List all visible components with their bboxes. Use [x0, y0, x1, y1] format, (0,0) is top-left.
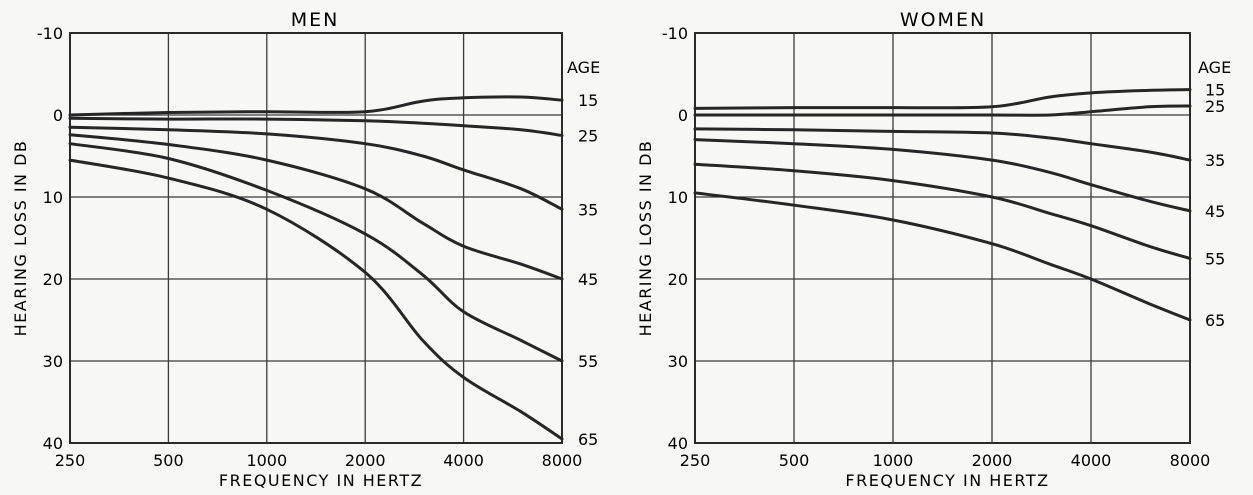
- y-tick-label: 40: [43, 434, 63, 453]
- series-line-age-15: [68, 95, 564, 117]
- age-label: 55: [578, 352, 598, 371]
- y-tick-label: 30: [43, 352, 63, 371]
- age-label: 25: [578, 127, 598, 146]
- x-tick-label: 4000: [443, 451, 484, 470]
- x-tick-label: 1000: [246, 451, 287, 470]
- x-tick-label: 500: [779, 451, 810, 470]
- y-tick-label: 20: [43, 270, 63, 289]
- x-tick-label: 2000: [972, 451, 1013, 470]
- x-tick-label: 250: [680, 451, 711, 470]
- y-axis-label: HEARING LOSS IN DB: [11, 140, 30, 337]
- age-label: 45: [1205, 202, 1225, 221]
- age-label: 35: [578, 200, 598, 219]
- x-tick-label: 250: [55, 451, 86, 470]
- y-tick-label: 10: [668, 188, 688, 207]
- y-tick-label: 0: [53, 106, 63, 125]
- age-label: 25: [1205, 97, 1225, 116]
- age-legend-title: AGE: [567, 58, 600, 77]
- x-tick-label: 2000: [345, 451, 386, 470]
- series-line-age-55: [693, 162, 1192, 260]
- x-axis-label: FREQUENCY IN HERTZ: [845, 471, 1049, 490]
- y-axis-label: HEARING LOSS IN DB: [636, 140, 655, 337]
- series-line-age-45: [693, 138, 1192, 213]
- x-tick-label: 500: [153, 451, 184, 470]
- age-label: 45: [578, 270, 598, 289]
- series-line-age-15: [693, 88, 1192, 110]
- y-tick-label: 10: [43, 188, 63, 207]
- y-tick-label: -10: [662, 24, 688, 43]
- age-label: 65: [578, 430, 598, 449]
- x-tick-label: 4000: [1071, 451, 1112, 470]
- x-tick-label: 8000: [1170, 451, 1211, 470]
- series-line-age-35: [68, 125, 564, 211]
- x-tick-label: 1000: [873, 451, 914, 470]
- age-label: 15: [578, 91, 598, 110]
- age-label: 65: [1205, 311, 1225, 330]
- y-tick-label: 30: [668, 352, 688, 371]
- x-tick-label: 8000: [542, 451, 583, 470]
- y-tick-label: -10: [37, 24, 63, 43]
- series-line-age-25: [68, 116, 564, 137]
- age-label: 55: [1205, 250, 1225, 269]
- age-legend-title: AGE: [1198, 58, 1231, 77]
- y-tick-label: 20: [668, 270, 688, 289]
- panel-men: 250 500 1000 2000 4000 8000 -10 0 10 20 30 40 MEN FRE…: [11, 9, 600, 490]
- series-line-age-35: [693, 127, 1192, 162]
- series-line-age-25: [693, 104, 1192, 117]
- panel-title: MEN: [291, 9, 340, 31]
- panel-title: WOMEN: [900, 9, 986, 31]
- series-line-age-65: [693, 191, 1192, 322]
- age-label: 15: [1205, 81, 1225, 100]
- series-line-age-65: [68, 158, 564, 441]
- plot-frame: [69, 32, 563, 444]
- series-line-age-55: [68, 142, 564, 363]
- plot-frame: [694, 32, 1191, 444]
- series-line-age-45: [68, 133, 564, 281]
- age-label: 35: [1205, 151, 1225, 170]
- y-tick-label: 0: [678, 106, 688, 125]
- y-tick-label: 40: [668, 434, 688, 453]
- x-axis-label: FREQUENCY IN HERTZ: [219, 471, 423, 490]
- panel-women: 250 500 1000 2000 4000 8000 -10 0 10 20 30 40 WOMEN F…: [636, 9, 1231, 490]
